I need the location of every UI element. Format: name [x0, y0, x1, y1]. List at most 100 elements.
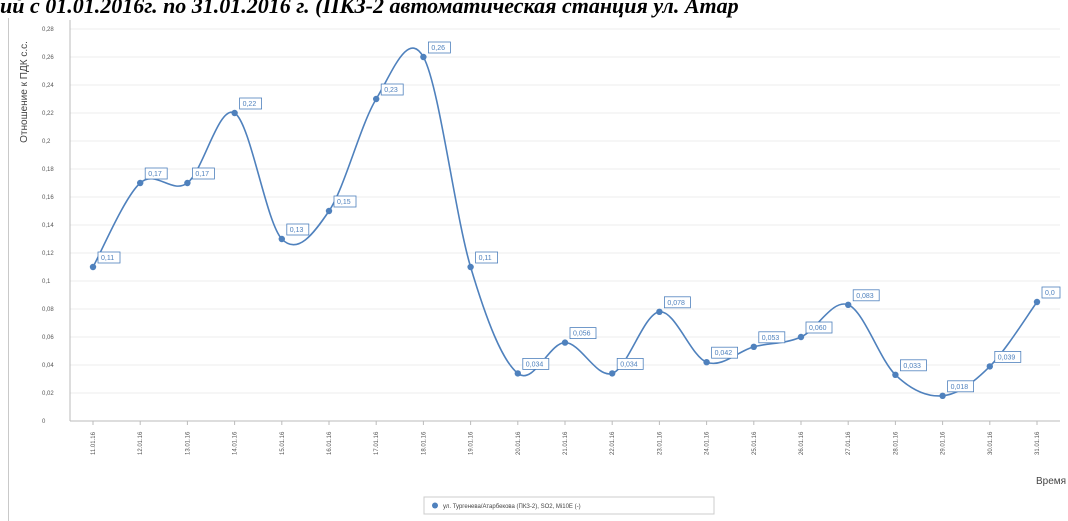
- x-tick-label: 26.01.16: [799, 431, 805, 455]
- data-label: 0,17: [148, 171, 162, 178]
- data-point[interactable]: [514, 370, 521, 377]
- data-point[interactable]: [797, 333, 805, 341]
- data-label: 0,033: [903, 363, 921, 370]
- y-tick-label: 0,02: [42, 391, 54, 397]
- y-tick-label: 0: [42, 419, 46, 425]
- x-tick-label: 13.01.16: [185, 431, 191, 455]
- x-tick-label: 23.01.16: [657, 431, 663, 455]
- x-tick-label: 24.01.16: [705, 431, 711, 455]
- data-point[interactable]: [325, 207, 333, 215]
- data-label-box: [1041, 286, 1061, 299]
- data-point[interactable]: [939, 392, 946, 399]
- x-axis-title: Время: [1036, 476, 1066, 487]
- data-point[interactable]: [1033, 298, 1041, 306]
- data-label: 0,056: [573, 331, 591, 338]
- data-label: 0,11: [101, 255, 114, 262]
- data-point[interactable]: [467, 263, 474, 271]
- data-label-box: [947, 380, 974, 393]
- data-point[interactable]: [656, 308, 663, 315]
- x-tick-label: 31.01.16: [1035, 431, 1041, 455]
- data-label-box: [475, 251, 499, 264]
- x-tick-label: 27.01.16: [846, 431, 852, 455]
- data-point[interactable]: [89, 263, 97, 271]
- y-tick-label: 0,12: [42, 251, 54, 257]
- data-label: 0,17: [195, 171, 209, 178]
- data-point[interactable]: [137, 179, 144, 187]
- x-tick-label: 18.01.16: [421, 431, 427, 455]
- data-label: 0,018: [951, 384, 969, 391]
- y-tick-label: 0,06: [42, 335, 54, 341]
- x-tick-label: 15.01.16: [280, 431, 286, 455]
- data-label-box: [852, 289, 880, 302]
- x-tick-label: 25.01.16: [752, 431, 758, 455]
- data-point[interactable]: [703, 359, 710, 366]
- y-tick-label: 0,16: [42, 195, 54, 201]
- data-point[interactable]: [986, 363, 993, 370]
- data-point[interactable]: [373, 95, 380, 103]
- y-tick-label: 0,08: [42, 307, 54, 313]
- data-point[interactable]: [231, 109, 238, 117]
- data-label: 0,060: [809, 325, 827, 332]
- x-tick-label: 16.01.16: [327, 431, 333, 455]
- data-label-box: [664, 296, 691, 309]
- x-tick-label: 19.01.16: [469, 431, 475, 455]
- data-label-box: [286, 223, 310, 236]
- legend-marker: [432, 502, 438, 509]
- legend-box: [423, 496, 715, 515]
- data-point[interactable]: [420, 53, 427, 61]
- x-tick-label: 28.01.16: [893, 431, 899, 455]
- data-label: 0,042: [715, 350, 733, 357]
- data-point[interactable]: [561, 339, 569, 346]
- data-label-box: [711, 346, 738, 359]
- x-tick-label: 12.01.16: [138, 431, 144, 455]
- x-tick-label: 11.01.16: [91, 431, 97, 455]
- y-tick-label: 0,26: [42, 55, 54, 61]
- y-tick-label: 0,14: [42, 223, 54, 229]
- x-tick-label: 17.01.16: [374, 431, 380, 455]
- data-point[interactable]: [845, 301, 852, 308]
- header-title: ий с 01.01.2016г. по 31.01.2016 г. (ПКЗ-…: [0, 0, 739, 18]
- data-label-box: [239, 97, 263, 110]
- data-label-box: [97, 251, 121, 264]
- left-divider: [8, 18, 9, 521]
- y-tick-label: 0,22: [42, 111, 54, 117]
- y-tick-label: 0,28: [42, 27, 54, 33]
- legend-label: ул. Тургенева/Атарбекова (ПКЗ-2), SO2, M…: [443, 504, 581, 510]
- data-label-box: [994, 350, 1022, 363]
- data-label-box: [805, 321, 833, 334]
- data-label: 0,034: [526, 361, 544, 368]
- data-point[interactable]: [892, 371, 899, 378]
- data-label: 0,039: [998, 354, 1016, 361]
- data-label-box: [569, 327, 597, 340]
- x-tick-label: 22.01.16: [610, 431, 616, 455]
- y-tick-label: 0,24: [42, 83, 54, 89]
- data-label-box: [758, 331, 786, 344]
- data-label: 0,22: [243, 101, 257, 108]
- x-tick-label: 14.01.16: [233, 431, 239, 455]
- data-label: 0,26: [431, 45, 445, 52]
- data-point[interactable]: [609, 370, 616, 377]
- data-label-box: [900, 359, 927, 372]
- y-tick-label: 0,2: [42, 139, 51, 145]
- data-label: 0,078: [667, 300, 685, 307]
- x-tick-label: 20.01.16: [516, 431, 522, 455]
- data-point[interactable]: [750, 343, 757, 350]
- data-label-box: [616, 357, 644, 370]
- x-tick-label: 29.01.16: [941, 431, 947, 455]
- data-label: 0,11: [479, 255, 492, 262]
- y-tick-label: 0,1: [42, 279, 51, 285]
- data-label: 0,23: [384, 87, 398, 94]
- y-tick-label: 0,04: [42, 363, 54, 369]
- data-label: 0,0: [1045, 290, 1055, 297]
- data-label-box: [144, 167, 168, 180]
- data-label: 0,034: [620, 361, 638, 368]
- data-label-box: [191, 167, 215, 180]
- data-label-box: [380, 83, 404, 96]
- data-label-box: [333, 195, 357, 208]
- data-label-box: [427, 41, 451, 54]
- data-label: 0,15: [337, 199, 351, 206]
- y-axis-title: Отношение к ПДК с.с.: [19, 41, 30, 143]
- data-point[interactable]: [184, 179, 191, 187]
- data-point[interactable]: [278, 235, 285, 243]
